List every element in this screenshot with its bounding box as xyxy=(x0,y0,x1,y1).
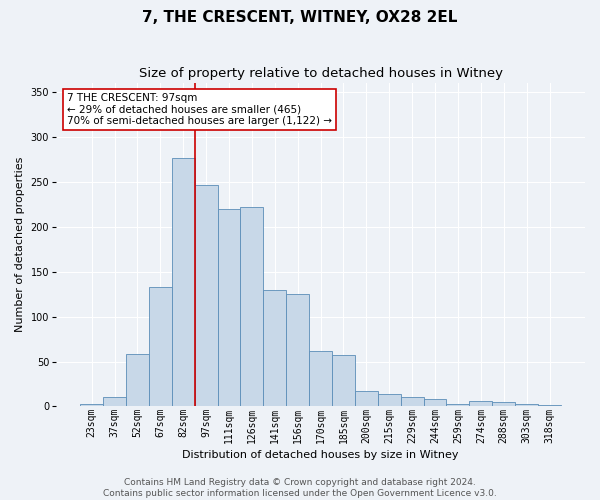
Bar xyxy=(80,404,103,406)
Bar xyxy=(446,404,469,406)
Bar xyxy=(309,350,332,406)
Bar xyxy=(126,354,149,406)
Bar xyxy=(172,158,194,406)
Text: 7 THE CRESCENT: 97sqm
← 29% of detached houses are smaller (465)
70% of semi-det: 7 THE CRESCENT: 97sqm ← 29% of detached … xyxy=(67,93,332,126)
Bar xyxy=(332,355,355,406)
Bar xyxy=(149,287,172,406)
Bar xyxy=(401,398,424,406)
Bar xyxy=(218,209,241,406)
Bar xyxy=(538,404,561,406)
Y-axis label: Number of detached properties: Number of detached properties xyxy=(15,157,25,332)
Bar xyxy=(241,207,263,406)
Text: 7, THE CRESCENT, WITNEY, OX28 2EL: 7, THE CRESCENT, WITNEY, OX28 2EL xyxy=(142,10,458,25)
Bar xyxy=(424,399,446,406)
Bar xyxy=(263,290,286,406)
Bar xyxy=(286,294,309,406)
Bar xyxy=(492,402,515,406)
Bar xyxy=(103,398,126,406)
Title: Size of property relative to detached houses in Witney: Size of property relative to detached ho… xyxy=(139,68,503,80)
Bar xyxy=(355,391,378,406)
Bar xyxy=(469,401,492,406)
Text: Contains HM Land Registry data © Crown copyright and database right 2024.
Contai: Contains HM Land Registry data © Crown c… xyxy=(103,478,497,498)
X-axis label: Distribution of detached houses by size in Witney: Distribution of detached houses by size … xyxy=(182,450,459,460)
Bar xyxy=(194,186,218,406)
Bar xyxy=(515,404,538,406)
Bar xyxy=(378,394,401,406)
